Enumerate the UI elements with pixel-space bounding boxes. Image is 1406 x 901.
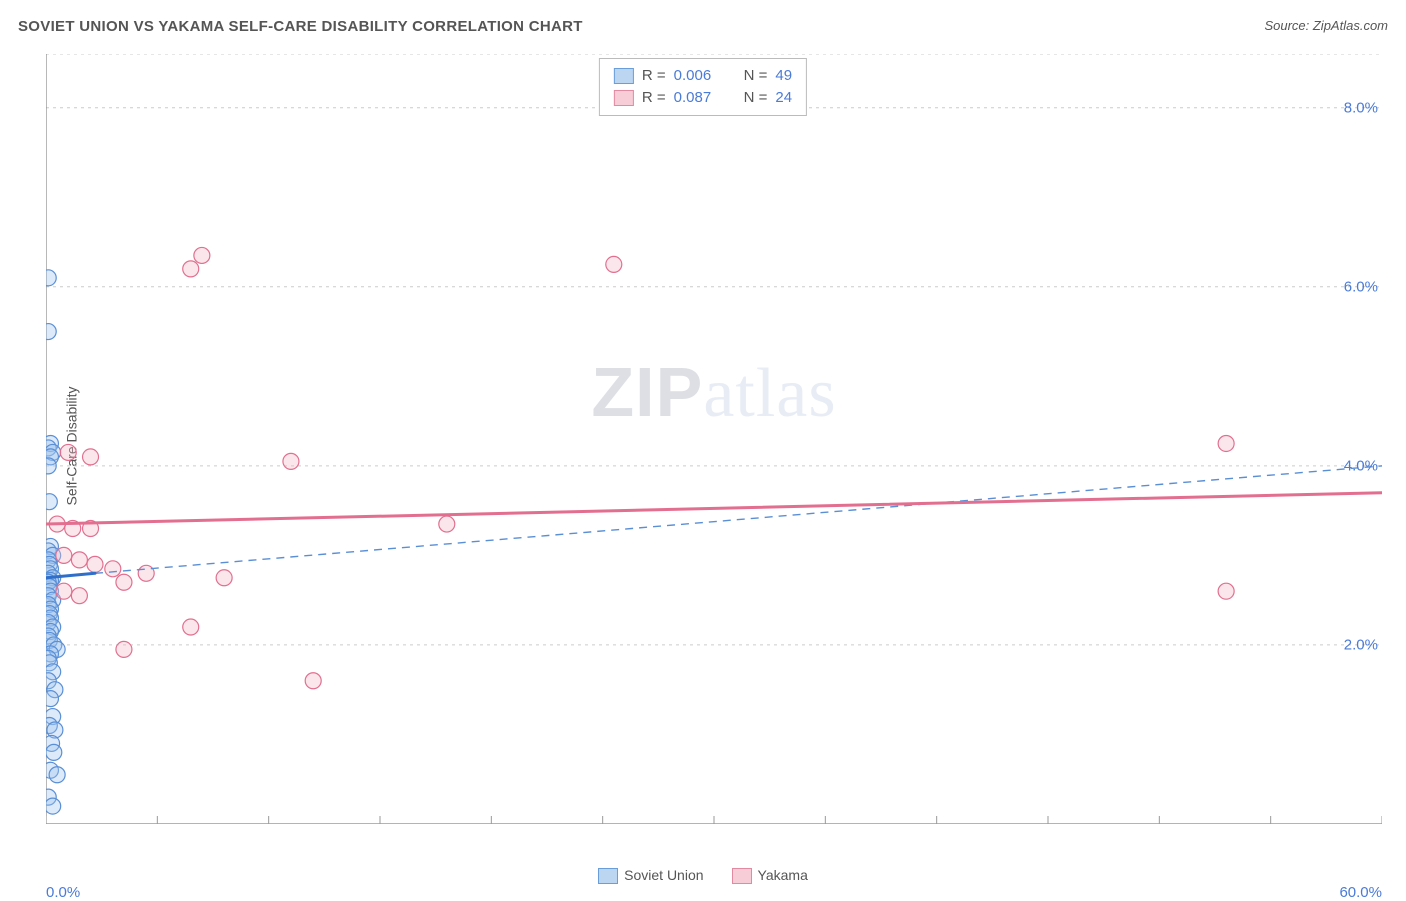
correlation-legend: R = 0.006 N = 49 R = 0.087 N = 24 [599, 58, 807, 116]
n-label: N = [744, 65, 768, 87]
chart-svg [46, 54, 1382, 824]
r-value-soviet: 0.006 [674, 65, 724, 87]
legend-label: Yakama [758, 867, 808, 883]
legend-item: Yakama [732, 867, 808, 884]
legend-label: Soviet Union [624, 867, 703, 883]
y-tick-label: 2.0% [1344, 636, 1378, 653]
y-tick-label: 6.0% [1344, 278, 1378, 295]
r-label: R = [642, 65, 666, 87]
x-axis-max-label: 60.0% [1339, 884, 1382, 901]
legend-row-yakama: R = 0.087 N = 24 [614, 87, 792, 109]
y-tick-label: 4.0% [1344, 457, 1378, 474]
chart-title: SOVIET UNION VS YAKAMA SELF-CARE DISABIL… [18, 18, 583, 35]
legend-item: Soviet Union [598, 867, 703, 884]
r-label: R = [642, 87, 666, 109]
legend-swatch [732, 868, 752, 884]
legend-row-soviet: R = 0.006 N = 49 [614, 65, 792, 87]
n-value-yakama: 24 [775, 87, 792, 109]
x-axis-min-label: 0.0% [46, 884, 80, 901]
plot-area: ZIPatlas [46, 54, 1382, 824]
legend-swatch [598, 868, 618, 884]
source-label: Source: ZipAtlas.com [1264, 18, 1388, 33]
legend-swatch-yakama [614, 90, 634, 106]
legend-swatch-soviet [614, 68, 634, 84]
n-label: N = [744, 87, 768, 109]
y-tick-label: 8.0% [1344, 99, 1378, 116]
series-legend: Soviet Union Yakama [0, 867, 1406, 884]
n-value-soviet: 49 [775, 65, 792, 87]
r-value-yakama: 0.087 [674, 87, 724, 109]
